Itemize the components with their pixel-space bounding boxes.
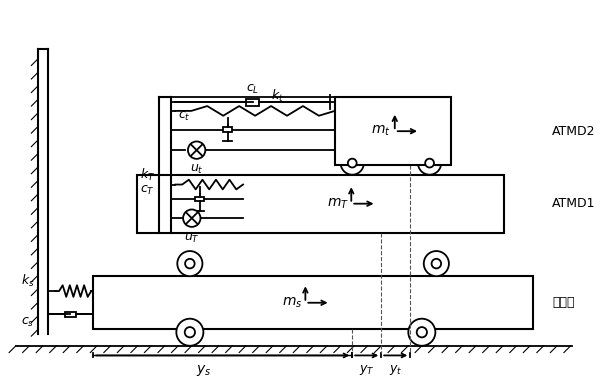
Text: $c_s$: $c_s$ [21,316,34,329]
Text: 主结构: 主结构 [552,296,575,309]
Text: ATMD2: ATMD2 [552,125,596,138]
Bar [335,97,451,165]
Circle shape [348,159,356,168]
Circle shape [408,319,435,346]
Bar [246,99,259,105]
Circle shape [418,151,441,175]
Circle shape [424,251,449,276]
Text: $m_T$: $m_T$ [327,196,349,211]
Text: $k_s$: $k_s$ [20,273,34,289]
Bar [194,196,204,202]
Text: $m_s$: $m_s$ [282,296,302,310]
Text: $u_t$: $u_t$ [190,163,203,176]
Circle shape [341,151,364,175]
Text: $c_t$: $c_t$ [178,110,191,123]
Bar [137,175,504,233]
Circle shape [432,259,441,268]
Bar [93,276,533,329]
Circle shape [178,251,202,276]
Text: $c_T$: $c_T$ [140,184,155,197]
Circle shape [185,259,194,268]
Text: $k_t$: $k_t$ [271,88,284,104]
Circle shape [183,210,200,227]
Text: $y_t$: $y_t$ [389,363,403,377]
Circle shape [176,319,203,346]
Text: ATMD1: ATMD1 [552,197,596,210]
Text: $y_s$: $y_s$ [196,363,211,378]
Text: $u_T$: $u_T$ [184,232,200,245]
Text: $m_t$: $m_t$ [371,124,391,138]
Circle shape [425,159,434,168]
Text: $c_L$: $c_L$ [246,83,259,96]
Text: $y_T$: $y_T$ [359,363,374,377]
Bar [223,128,232,132]
Bar [64,312,76,317]
Text: $k_T$: $k_T$ [140,166,155,182]
Circle shape [417,327,427,337]
Circle shape [188,142,205,159]
Circle shape [185,327,195,337]
